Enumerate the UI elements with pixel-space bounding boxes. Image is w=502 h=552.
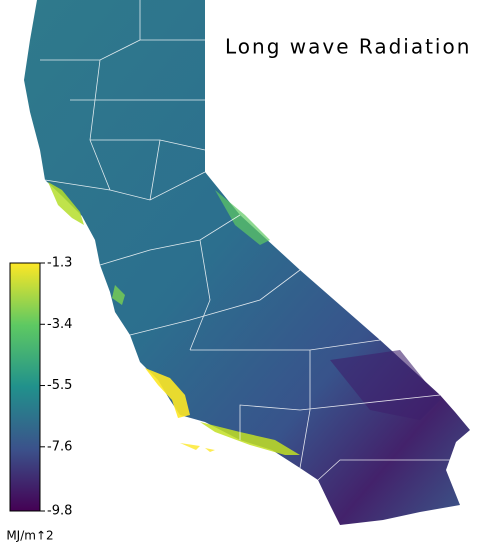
colorbar — [9, 262, 41, 512]
colorbar-gradient — [9, 262, 41, 512]
colorbar-tick-label: -3.4 — [47, 317, 72, 332]
california — [24, 0, 470, 525]
colorbar-unit: MJ/m↑2 — [6, 529, 53, 543]
colorbar-tick-label: -7.6 — [47, 439, 72, 454]
colorbar-tick-label: -9.8 — [47, 504, 72, 519]
map-title: Long wave Radiation — [225, 35, 471, 59]
colorbar-tick-label: -1.3 — [47, 256, 72, 271]
colorbar-tick-label: -5.5 — [47, 378, 72, 393]
